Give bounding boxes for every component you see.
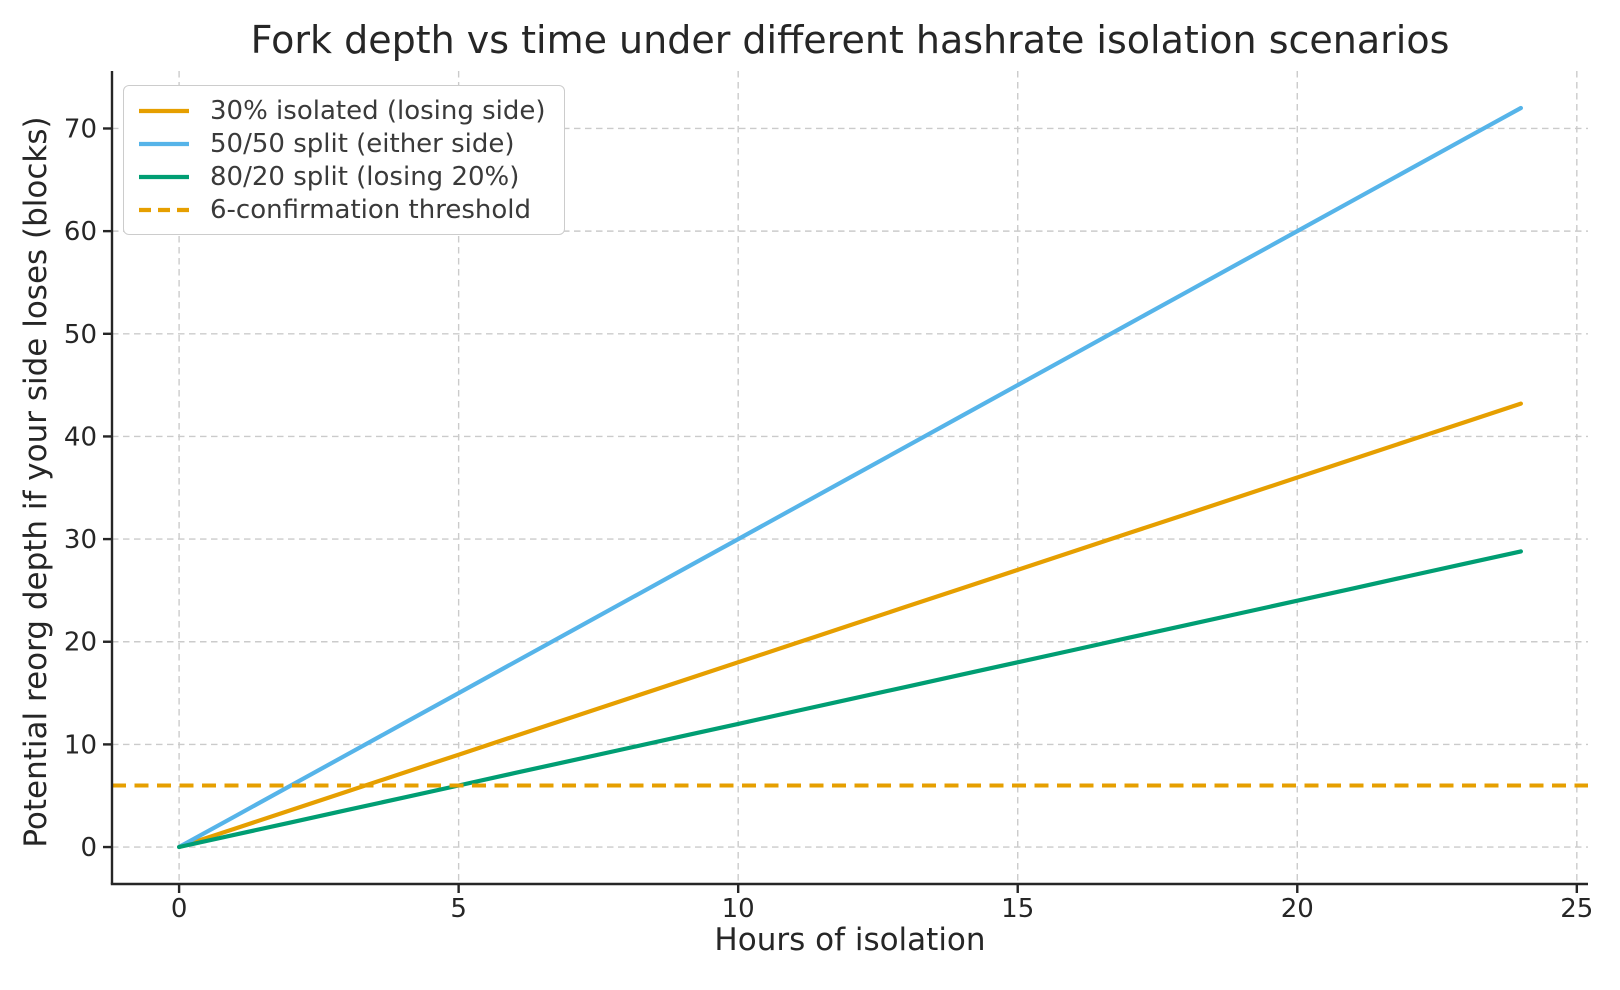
legend-swatch-icon	[139, 141, 189, 146]
legend-swatch-icon	[139, 108, 189, 113]
y-tick-label-0: 0	[80, 833, 97, 863]
legend-swatch-icon	[139, 207, 189, 212]
legend-item-label: 50/50 split (either side)	[210, 128, 515, 159]
axes-spines	[110, 71, 1588, 886]
legend-item-3: 6-confirmation threshold	[138, 193, 546, 226]
x-tick-label-5: 5	[450, 894, 467, 924]
legend-item-2: 80/20 split (losing 20%)	[138, 160, 546, 193]
x-tick-label-15: 15	[1001, 894, 1034, 924]
legend-swatch-icon	[139, 174, 189, 179]
y-tick-label-40: 40	[64, 422, 97, 452]
series-line-2	[177, 549, 1524, 850]
y-axis-label: Potential reorg depth if your side loses…	[18, 116, 54, 848]
series-line-0	[177, 401, 1524, 850]
legend-item-label: 30% isolated (losing side)	[210, 95, 546, 126]
x-axis-label: Hours of isolation	[714, 922, 986, 958]
legend: 30% isolated (losing side) 50/50 split (e…	[123, 85, 565, 235]
x-tick-label-10: 10	[722, 894, 755, 924]
legend-item-label: 80/20 split (losing 20%)	[210, 161, 520, 192]
x-tick-label-20: 20	[1281, 894, 1314, 924]
y-tick-label-70: 70	[64, 114, 97, 144]
y-tick-label-30: 30	[64, 525, 97, 555]
legend-item-0: 30% isolated (losing side)	[138, 94, 546, 127]
x-tick-label-25: 25	[1560, 894, 1593, 924]
series-line-1	[177, 105, 1524, 850]
legend-item-1: 50/50 split (either side)	[138, 127, 546, 160]
y-tick-label-10: 10	[64, 730, 97, 760]
y-tick-label-60: 60	[64, 217, 97, 247]
legend-item-label: 6-confirmation threshold	[210, 194, 531, 225]
y-tick-label-20: 20	[64, 628, 97, 658]
x-tick-label-0: 0	[171, 894, 188, 924]
tick-marks	[103, 127, 1579, 893]
y-tick-label-50: 50	[64, 320, 97, 350]
tick-labels: 0 5 10 15 20 25 0 10 20 30 40 50 60 70	[64, 114, 1593, 924]
chart-title: Fork depth vs time under different hashr…	[250, 18, 1450, 62]
